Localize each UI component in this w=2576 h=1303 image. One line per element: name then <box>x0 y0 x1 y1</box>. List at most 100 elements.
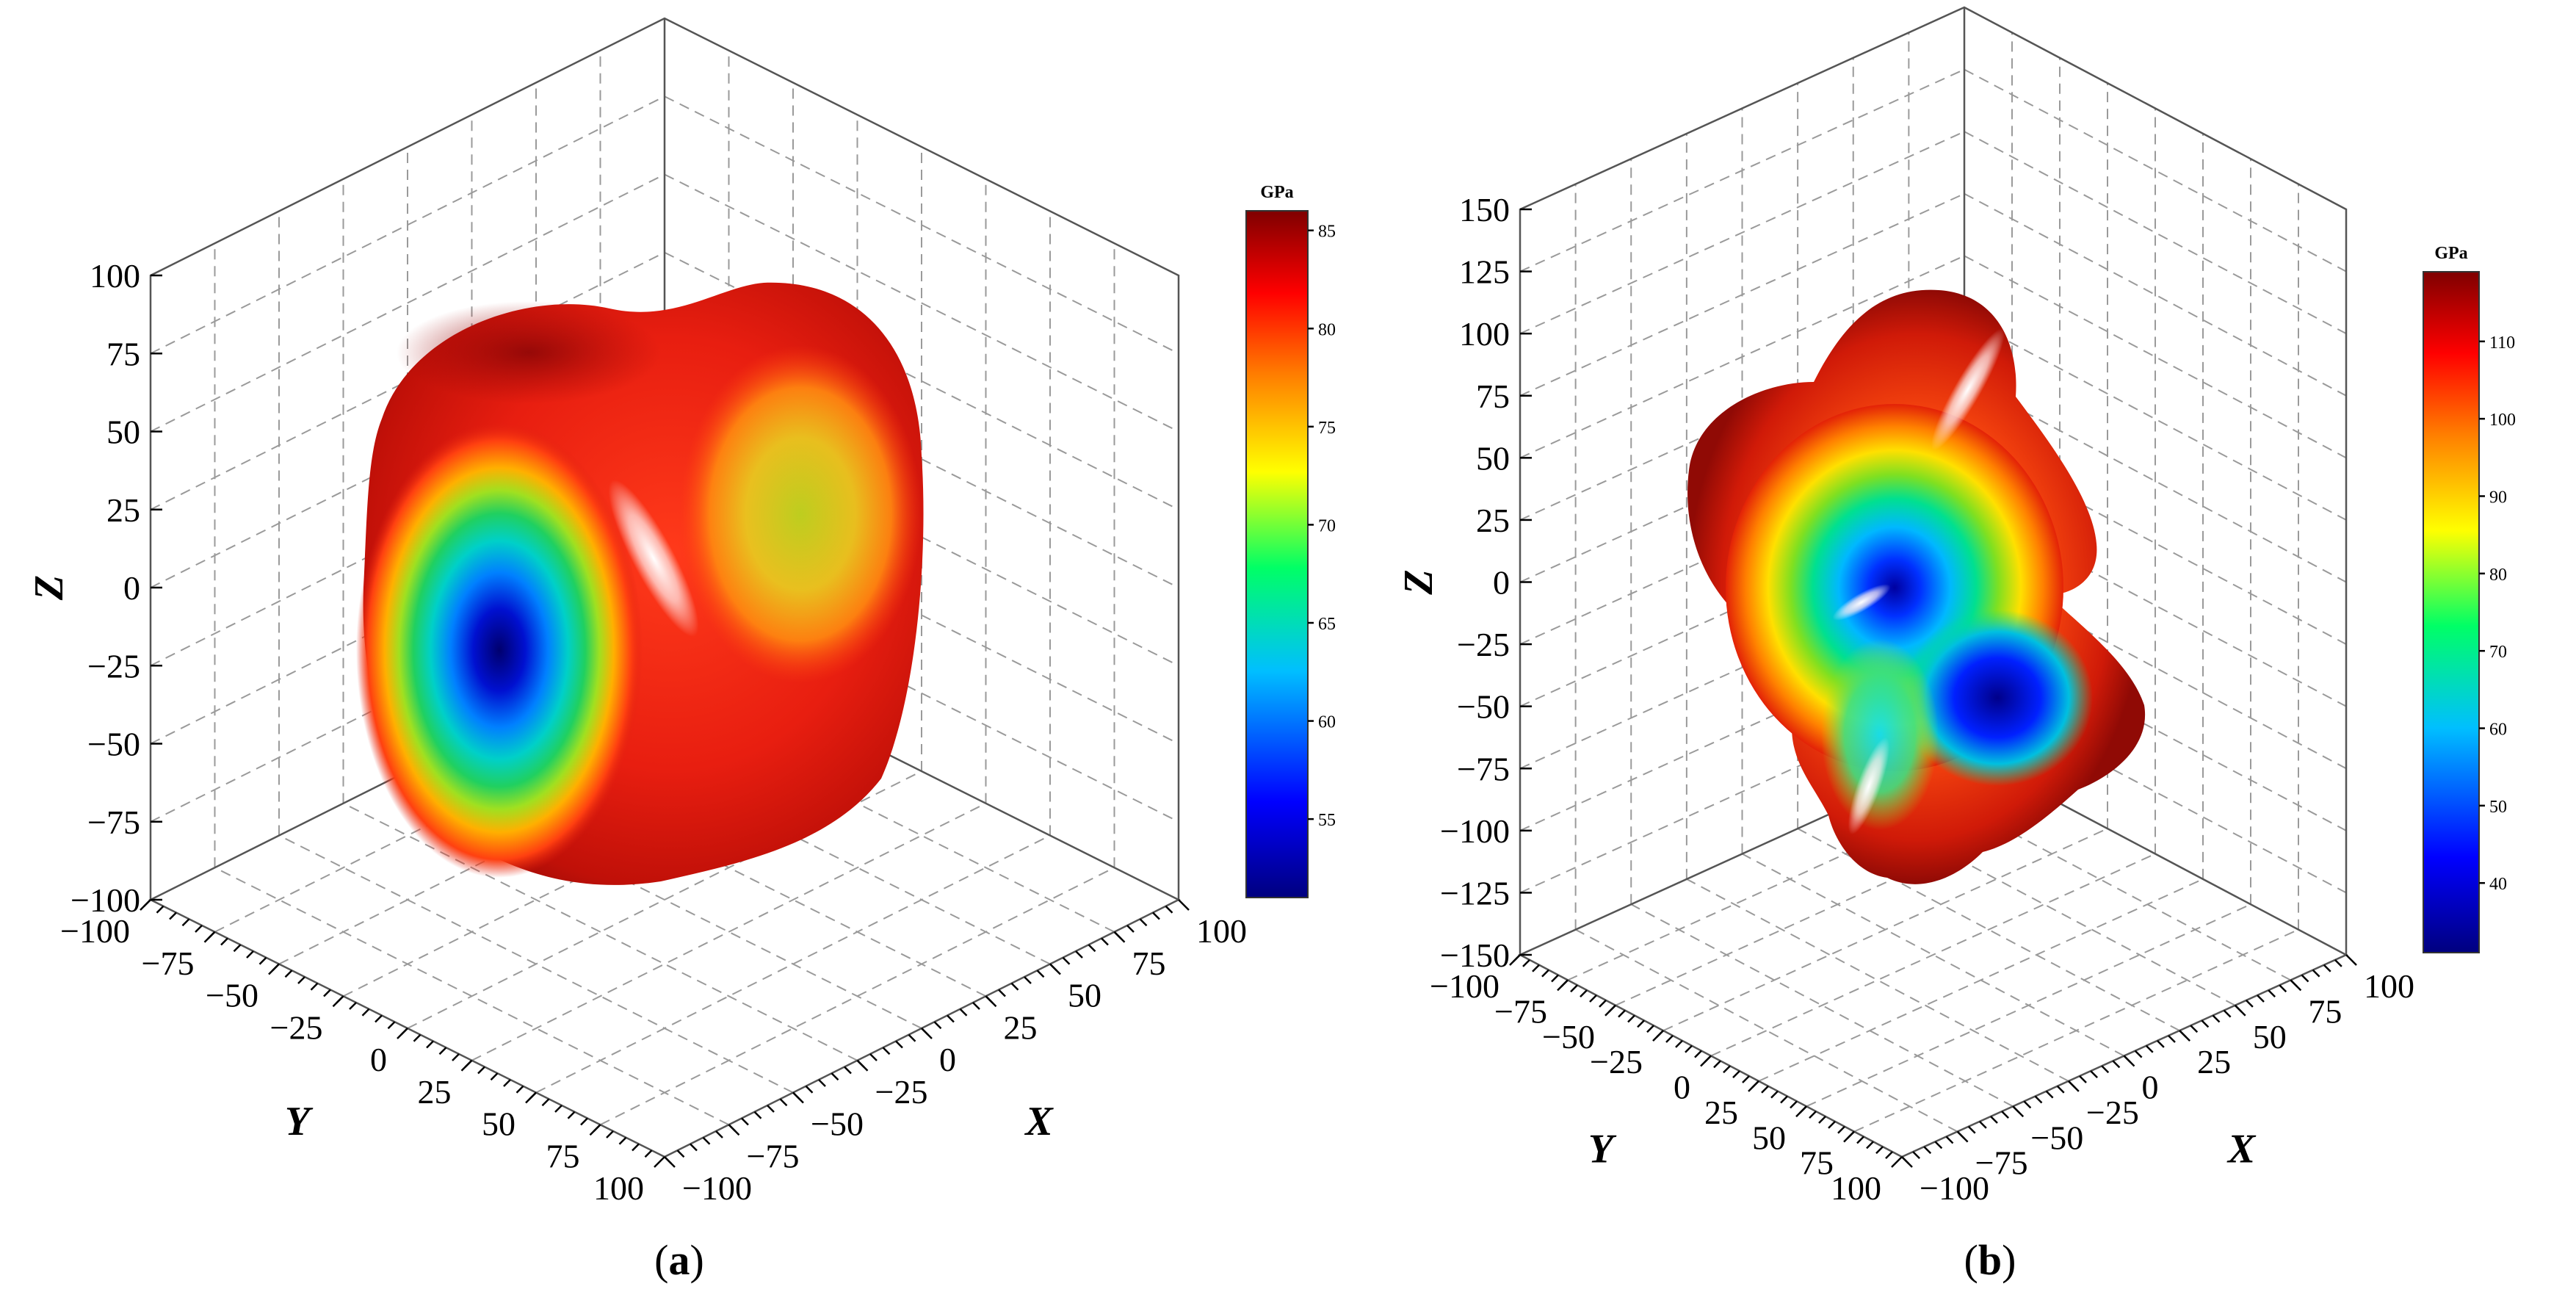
z-tick-label: 125 <box>1459 253 1510 291</box>
x-minor-tick <box>2090 1070 2099 1079</box>
x-minor-tick <box>1036 970 1045 978</box>
grid-line <box>1575 928 1958 1133</box>
y-tick-label: −100 <box>60 912 130 950</box>
x-minor-tick <box>1956 1130 1965 1139</box>
colorbar-gradient <box>2423 271 2480 953</box>
colorbar-tick-label: 80 <box>2489 566 2507 585</box>
y-minor-tick <box>258 956 267 965</box>
panel-caption: (a) <box>654 1236 704 1284</box>
y-minor-tick <box>1751 1080 1759 1089</box>
x-minor-tick <box>959 1008 968 1017</box>
panel-b: −150−125−100−75−50−250255075100125150−10… <box>1396 6 2516 1284</box>
y-tick-label: −50 <box>1542 1018 1595 1055</box>
y-minor-tick <box>1742 1075 1750 1083</box>
y-minor-tick <box>233 944 242 953</box>
colorbar-title: GPa <box>1260 183 1293 202</box>
y-minor-tick <box>1665 1035 1674 1043</box>
x-minor-tick <box>1126 925 1135 933</box>
y-minor-tick <box>349 1002 357 1010</box>
x-minor-tick <box>1923 1146 1932 1155</box>
x-minor-tick <box>2212 1014 2221 1023</box>
grid-line <box>150 95 665 355</box>
x-tick <box>2345 954 2357 966</box>
z-tick-label: −150 <box>1440 936 1510 974</box>
x-minor-tick <box>1049 963 1057 972</box>
x-minor-tick <box>715 1130 723 1138</box>
x-minor-tick <box>2268 989 2276 998</box>
x-minor-tick <box>2145 1044 2154 1053</box>
y-minor-tick <box>1866 1141 1874 1149</box>
colorbar: GPa 55 60 65 70 75 80 85 <box>1245 183 1336 898</box>
x-minor-tick <box>1113 931 1122 939</box>
z-tick-label: −25 <box>87 647 140 685</box>
y-minor-tick <box>413 1033 422 1042</box>
x-tick-label: 75 <box>2308 992 2342 1030</box>
colorbar-title: GPa <box>2434 244 2467 263</box>
tick-labels: −100−75−50−250255075100−100−75−50−250255… <box>60 257 1247 1207</box>
y-axis-title: Y <box>285 1099 314 1144</box>
x-minor-tick <box>2101 1065 2110 1074</box>
y-minor-tick <box>156 905 164 914</box>
y-tick-label: 25 <box>418 1073 452 1111</box>
x-minor-tick <box>1152 912 1160 920</box>
y-minor-tick <box>1713 1060 1721 1069</box>
x-axis-title: X <box>2226 1127 2257 1172</box>
x-tick-label: 0 <box>939 1041 956 1078</box>
caption-letter: b <box>1978 1236 2002 1284</box>
surface-3d <box>356 282 924 885</box>
y-minor-tick <box>606 1130 614 1138</box>
y-minor-tick <box>1646 1025 1654 1033</box>
x-minor-tick <box>2301 974 2309 983</box>
x-minor-tick <box>844 1066 852 1075</box>
y-minor-tick <box>1656 1030 1664 1039</box>
y-tick-label: −25 <box>1590 1043 1643 1080</box>
x-minor-tick <box>664 1156 672 1164</box>
y-minor-tick <box>246 950 254 959</box>
grid-line <box>1686 878 2069 1082</box>
grid-line <box>1710 853 2156 1057</box>
y-minor-tick <box>1856 1136 1864 1144</box>
z-tick-label: 150 <box>1459 191 1510 228</box>
y-minor-tick <box>1570 984 1578 993</box>
x-minor-tick <box>2023 1100 2032 1109</box>
colorbar-tick-label: 65 <box>1318 615 1336 634</box>
y-minor-tick <box>515 1085 524 1094</box>
x-minor-tick <box>921 1028 929 1036</box>
y-minor-tick <box>618 1136 627 1145</box>
y-minor-tick <box>477 1066 485 1075</box>
x-minor-tick <box>1945 1136 1954 1144</box>
x-minor-tick <box>2168 1035 2176 1043</box>
grid-line <box>1519 131 1965 335</box>
x-tick <box>1178 899 1190 911</box>
x-minor-tick <box>1075 950 1083 959</box>
y-minor-tick <box>1513 954 1521 962</box>
z-tick-label: 100 <box>90 257 140 295</box>
x-minor-tick <box>779 1098 788 1107</box>
x-minor-tick <box>2201 1019 2210 1028</box>
y-minor-tick <box>1780 1095 1788 1104</box>
y-minor-tick <box>1818 1116 1826 1124</box>
colorbar-tick-label: 40 <box>2489 875 2507 894</box>
x-minor-tick <box>2112 1060 2121 1069</box>
colorbar-tick-label: 100 <box>2489 411 2516 430</box>
y-minor-tick <box>1809 1111 1817 1119</box>
surface-dark-top <box>397 301 661 404</box>
y-minor-tick <box>503 1079 511 1087</box>
x-minor-tick <box>908 1033 916 1042</box>
x-tick-label: −75 <box>747 1137 800 1174</box>
x-minor-tick <box>702 1136 711 1145</box>
z-tick-label: 100 <box>1459 315 1510 353</box>
y-tick <box>1891 1156 1903 1168</box>
y-minor-tick <box>1522 959 1530 967</box>
x-minor-tick <box>1901 1156 1909 1164</box>
surface-highlight <box>1931 328 2005 450</box>
x-minor-tick <box>792 1091 800 1100</box>
x-tick-label: −100 <box>1920 1169 1989 1207</box>
z-axis-title: Z <box>1396 569 1441 595</box>
x-minor-tick <box>2156 1039 2165 1048</box>
y-tick-label: −75 <box>142 945 195 982</box>
x-tick-label: 25 <box>1004 1008 1038 1046</box>
x-minor-tick <box>2079 1075 2087 1083</box>
y-tick-label: −25 <box>270 1008 323 1046</box>
z-tick-label: 0 <box>1493 564 1510 602</box>
